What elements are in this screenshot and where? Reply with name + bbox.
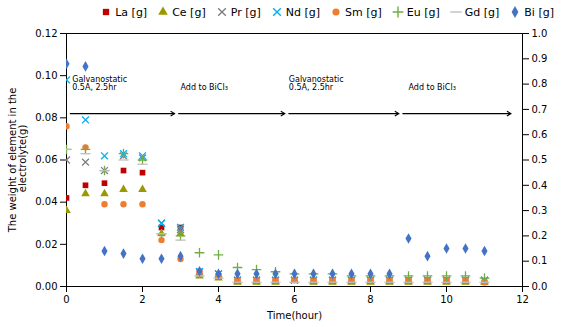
svg-text:10: 10 bbox=[440, 294, 453, 305]
svg-text:0.9: 0.9 bbox=[532, 53, 548, 64]
svg-text:0.0: 0.0 bbox=[532, 281, 548, 292]
svg-text:0: 0 bbox=[63, 294, 69, 305]
svg-text:0.12: 0.12 bbox=[35, 28, 57, 39]
html-text:La [g]: La [g] bbox=[115, 5, 148, 19]
html-text:Gd [g]: Gd [g] bbox=[464, 5, 500, 19]
svg-text:Time(hour): Time(hour) bbox=[266, 310, 322, 321]
svg-text:Galvanostatic0.5A, 2.5hr: Galvanostatic0.5A, 2.5hr bbox=[72, 75, 127, 92]
svg-text:0.8: 0.8 bbox=[532, 78, 548, 89]
svg-text:2: 2 bbox=[139, 294, 145, 305]
html-text:Pr [g]: Pr [g] bbox=[230, 5, 261, 19]
svg-text:0.3: 0.3 bbox=[532, 205, 548, 216]
svg-text:8: 8 bbox=[367, 294, 373, 305]
svg-text:6: 6 bbox=[291, 294, 297, 305]
svg-text:0.06: 0.06 bbox=[35, 154, 57, 165]
html-text:Ce [g]: Ce [g] bbox=[172, 5, 206, 19]
svg-text:Galvanostatic0.5A, 2.5hr: Galvanostatic0.5A, 2.5hr bbox=[289, 75, 344, 92]
html-text:Eu [g]: Eu [g] bbox=[406, 5, 440, 19]
svg-text:0.7: 0.7 bbox=[532, 104, 548, 115]
svg-text:1.0: 1.0 bbox=[532, 28, 548, 39]
html-text:Sm [g]: Sm [g] bbox=[345, 5, 382, 19]
svg-text:0.4: 0.4 bbox=[532, 180, 548, 191]
svg-text:0.5: 0.5 bbox=[532, 154, 548, 165]
html-text:Nd [g]: Nd [g] bbox=[285, 5, 320, 19]
svg-text:Add to BiCl₃: Add to BiCl₃ bbox=[409, 83, 456, 92]
svg-text:0.02: 0.02 bbox=[35, 239, 57, 250]
svg-text:0.04: 0.04 bbox=[35, 196, 57, 207]
svg-text:0.08: 0.08 bbox=[35, 112, 57, 123]
svg-text:Add to BiCl₃: Add to BiCl₃ bbox=[181, 83, 228, 92]
svg-text:0.2: 0.2 bbox=[532, 230, 548, 241]
svg-text:The weight of element in the e: The weight of element in the electrolyte… bbox=[7, 88, 28, 234]
html-text:Bi [g]: Bi [g] bbox=[524, 5, 554, 19]
svg-text:0.10: 0.10 bbox=[35, 70, 57, 81]
svg-text:4: 4 bbox=[215, 294, 221, 305]
svg-text:12: 12 bbox=[516, 294, 529, 305]
svg-text:0.6: 0.6 bbox=[532, 129, 548, 140]
svg-text:0.1: 0.1 bbox=[532, 255, 548, 266]
svg-text:0.00: 0.00 bbox=[35, 281, 57, 292]
